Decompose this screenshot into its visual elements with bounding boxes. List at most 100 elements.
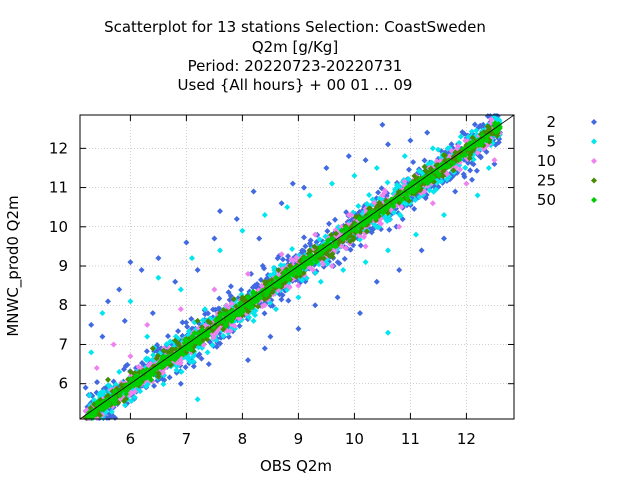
data-point [137, 388, 144, 395]
data-point [119, 388, 126, 395]
data-point [441, 235, 447, 242]
data-point [183, 239, 190, 246]
data-point [275, 267, 282, 274]
data-point [177, 306, 184, 313]
data-point [269, 272, 276, 279]
data-point [435, 146, 442, 153]
data-point [127, 376, 134, 383]
data-point [212, 317, 219, 324]
data-point [284, 204, 291, 211]
data-point [356, 215, 363, 222]
data-point [250, 290, 257, 297]
data-point [205, 318, 212, 325]
data-point [332, 243, 339, 250]
data-point [88, 321, 95, 328]
data-point [312, 231, 319, 238]
data-point [178, 368, 185, 375]
data-point [295, 282, 302, 289]
data-point [495, 116, 502, 123]
data-point [194, 266, 201, 273]
data-point [462, 164, 469, 171]
x-tick-label: 11 [401, 430, 420, 448]
data-point [149, 310, 156, 317]
data-point [424, 180, 431, 187]
data-point [215, 305, 222, 312]
data-point [457, 166, 464, 173]
data-point [250, 298, 257, 305]
data-point [102, 403, 109, 410]
y-axis-label: MNWC_prod0 Q2m [4, 195, 23, 336]
data-point [171, 353, 178, 360]
data-point [185, 328, 192, 335]
data-point [99, 333, 106, 340]
data-point [411, 205, 418, 212]
data-point [93, 365, 100, 372]
data-point [285, 297, 292, 304]
y-axis-ticks: 6 7 8 9 10 11 12 [49, 139, 514, 393]
data-point [160, 381, 167, 388]
data-point [375, 189, 382, 196]
data-point [271, 267, 278, 274]
data-point [217, 247, 223, 254]
data-point [274, 255, 281, 262]
data-point [105, 376, 111, 383]
data-point [222, 311, 229, 318]
data-point [223, 302, 230, 309]
data-point [466, 155, 473, 162]
data-point [116, 286, 123, 293]
data-point [366, 209, 373, 216]
data-point [483, 148, 490, 155]
legend-label: 2 [546, 113, 556, 131]
data-point [405, 166, 412, 173]
data-point [336, 237, 343, 244]
data-point [144, 321, 151, 328]
data-point [469, 176, 475, 183]
data-point [457, 133, 464, 140]
data-point [275, 282, 282, 289]
data-point [356, 236, 363, 243]
data-point [299, 247, 306, 254]
data-point [362, 243, 369, 250]
data-point [290, 257, 297, 264]
data-point [443, 176, 450, 183]
data-point [326, 242, 333, 249]
data-point [371, 199, 378, 206]
data-point [340, 266, 347, 273]
x-tick-label: 10 [345, 430, 364, 448]
data-point [86, 392, 93, 399]
data-point [283, 269, 290, 276]
data-point [153, 355, 160, 362]
data-point [391, 199, 398, 206]
data-point [205, 328, 212, 335]
data-point [411, 172, 418, 179]
data-point [177, 286, 184, 293]
data-point [279, 256, 286, 263]
data-point [324, 228, 331, 235]
x-tick-label: 7 [182, 430, 192, 448]
x-axis-label: OBS Q2m [260, 457, 332, 475]
data-point [357, 310, 363, 317]
data-point [289, 245, 296, 252]
data-point [183, 319, 190, 326]
diagonal-line [79, 114, 515, 420]
data-point [483, 137, 490, 144]
data-point [460, 171, 467, 178]
data-point [491, 120, 498, 127]
data-point [385, 329, 391, 336]
data-point [357, 242, 364, 249]
data-point [474, 192, 481, 199]
data-point [388, 196, 395, 203]
data-point [166, 374, 173, 381]
data-point [205, 332, 212, 339]
data-point [155, 363, 162, 370]
data-point [143, 348, 150, 355]
data-point [295, 325, 302, 332]
data-point [306, 192, 313, 199]
data-point [196, 351, 203, 358]
data-point [233, 215, 240, 222]
series-50 [84, 120, 503, 421]
data-point [252, 312, 259, 319]
data-point [289, 180, 296, 187]
